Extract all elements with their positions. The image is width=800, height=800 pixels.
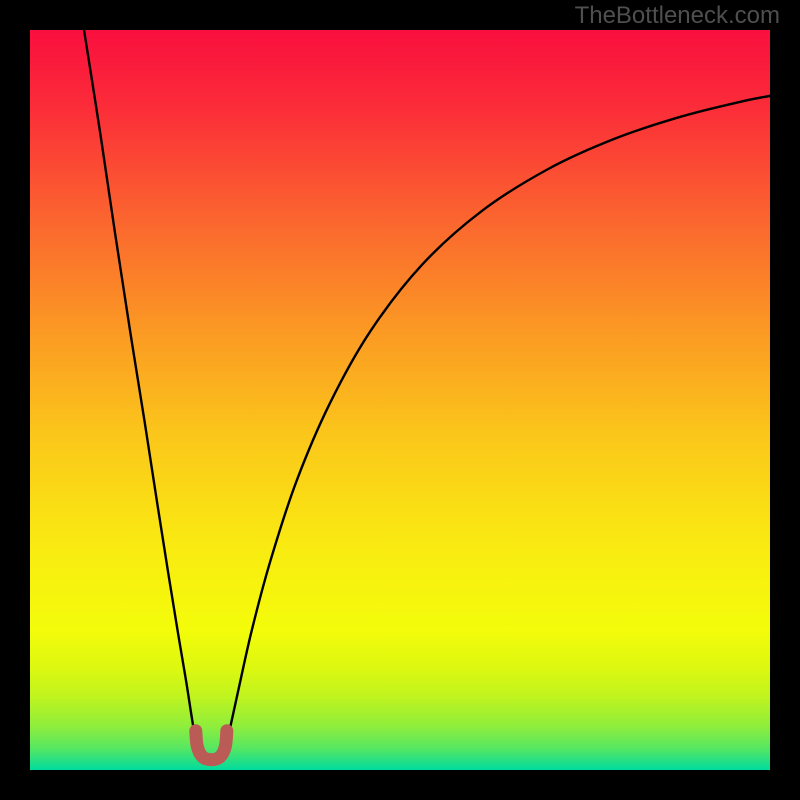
curve-left-branch [84, 30, 199, 752]
curve-right-branch [225, 96, 770, 752]
watermark-text: TheBottleneck.com [575, 2, 780, 30]
trough-marker [196, 731, 227, 760]
bottleneck-curve [30, 30, 770, 770]
plot-area [30, 30, 770, 770]
chart-frame: TheBottleneck.com [0, 0, 800, 800]
